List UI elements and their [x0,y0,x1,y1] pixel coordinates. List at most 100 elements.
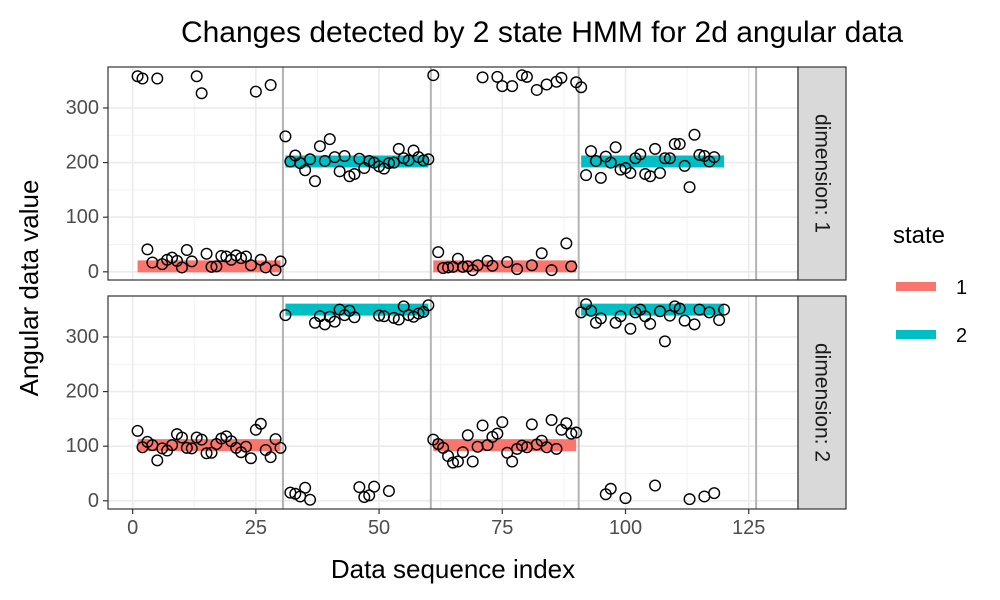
legend-title: state [893,222,945,249]
data-point [486,259,499,272]
data-point [348,168,361,181]
data-point [673,302,686,315]
legend: state 1 2 [893,222,967,347]
panel-1-points [131,69,721,277]
data-point [363,154,376,167]
data-point [520,70,533,83]
data-point [580,169,593,182]
data-point [264,451,277,464]
panel-2-strip [797,295,847,510]
data-point [589,154,602,167]
data-point [525,259,538,272]
data-point [678,159,691,172]
data-point [476,71,489,84]
data-point [249,85,262,98]
data-point [708,487,721,500]
panel-1-changepoints [281,67,758,280]
data-point [658,152,671,165]
chart-title: Changes detected by 2 state HMM for 2d a… [181,16,903,49]
y-tick-label: 300 [66,326,99,348]
data-point [387,311,400,324]
data-point [447,456,460,469]
panel-2-background [108,296,798,509]
data-point [560,417,573,430]
data-point [614,310,627,323]
data-point [299,481,312,494]
data-point [663,152,676,165]
data-point [604,156,617,169]
panel-1-strip [797,66,847,281]
data-point [708,151,721,164]
data-point [649,479,662,492]
data-point [427,69,440,82]
data-point [624,322,637,335]
data-point [353,481,366,494]
data-point [713,314,726,327]
data-point [530,83,543,96]
data-point [688,318,701,331]
data-point [525,418,538,431]
x-tick-label: 100 [609,517,642,539]
data-point [624,166,637,179]
data-point [348,311,361,324]
data-point [461,429,474,442]
data-point [195,433,208,446]
data-point [180,441,193,454]
panel-1-y-ticks: 0 100 200 300 [66,97,108,283]
data-point [506,80,519,93]
y-tick-label: 100 [66,435,99,457]
data-point [412,307,425,320]
x-tick-label: 125 [732,517,765,539]
data-point [649,142,662,155]
data-point [496,80,509,93]
data-point [264,79,277,92]
data-point [190,70,203,83]
y-tick-label: 0 [88,490,99,512]
data-point [239,440,252,453]
data-point [185,442,198,455]
data-point [338,150,351,163]
data-point [634,148,647,161]
data-point [585,145,598,158]
data-point [304,153,317,166]
data-point [274,441,287,454]
data-point [309,175,322,188]
data-point [185,255,198,268]
legend-label-state-1: 1 [956,277,967,299]
x-tick-label: 75 [491,517,513,539]
data-point [200,247,213,260]
data-point [392,142,405,155]
panel-1-background [108,67,798,280]
panel-1: 0 100 200 300 dimension: 1 [66,66,847,283]
data-point [363,489,376,502]
data-point [668,138,681,151]
data-point [304,493,317,506]
data-point [392,313,405,326]
data-point [432,246,445,259]
data-point [175,261,188,274]
data-point [235,252,248,265]
data-point [516,439,529,452]
data-point [136,72,149,85]
data-point [570,426,583,439]
data-point [550,442,563,455]
data-point [496,416,509,429]
data-point [619,492,632,505]
data-point [471,259,484,272]
panel-2-points [131,298,731,506]
data-point [333,165,346,178]
panel-1-strip-label: dimension: 1 [811,114,834,233]
legend-label-state-2: 2 [956,325,967,347]
data-point [313,140,326,153]
data-point [688,128,701,141]
data-point [166,439,179,452]
x-axis-ticks: 0 25 50 75 100 125 [127,509,765,539]
data-point [451,455,464,468]
data-point [585,304,598,317]
data-point [545,413,558,426]
data-point [644,317,657,330]
data-point [560,237,573,250]
data-point [195,87,208,100]
data-point [594,171,607,184]
y-tick-label: 100 [66,206,99,228]
